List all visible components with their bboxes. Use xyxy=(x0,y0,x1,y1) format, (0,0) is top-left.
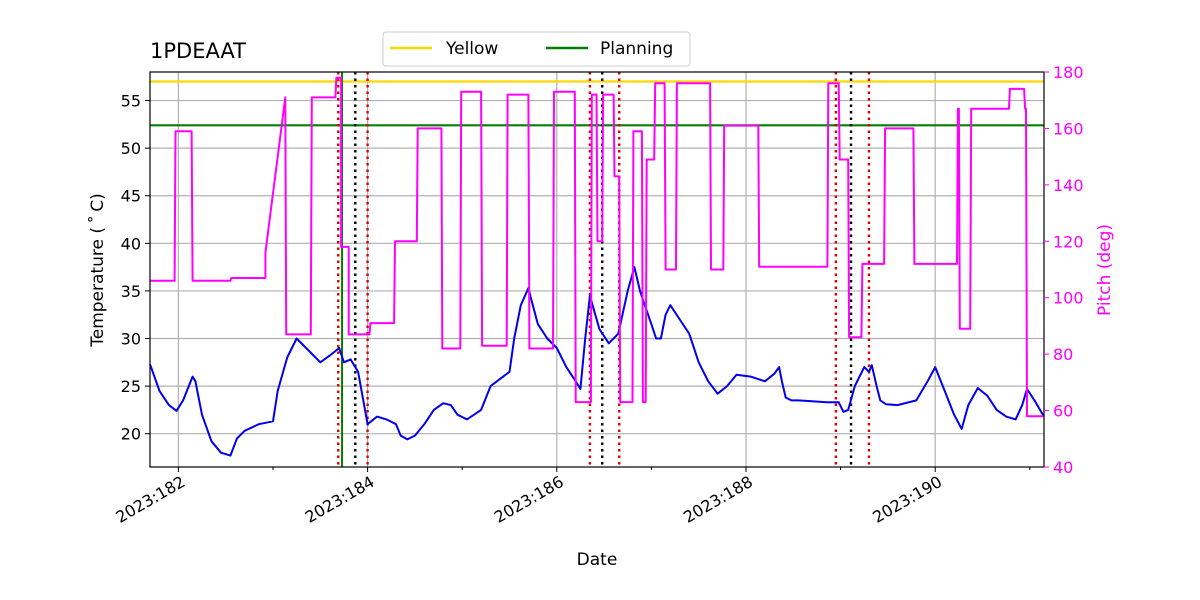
y2-axis-label: Pitch (deg) xyxy=(1095,224,1115,316)
y-tick-label: 55 xyxy=(121,92,141,111)
temperature-series-line xyxy=(149,266,1045,457)
y-axis-label: Temperature ( ˚ C) xyxy=(87,193,108,348)
y-tick-label: 50 xyxy=(121,139,141,158)
y2-tick-label: 60 xyxy=(1053,402,1073,421)
y-tick-label: 20 xyxy=(121,425,141,444)
legend-box xyxy=(382,31,691,67)
y2-tick-label: 40 xyxy=(1053,458,1073,477)
chart-title: 1PDEAAT xyxy=(150,39,246,63)
y2-tick-label: 120 xyxy=(1053,232,1084,251)
y-tick-label: 25 xyxy=(121,377,141,396)
event-markers xyxy=(337,72,871,467)
y-tick-label: 45 xyxy=(121,187,141,206)
legend-planning-label: Planning xyxy=(600,39,673,59)
y-tick-label: 30 xyxy=(121,330,141,349)
plot-frame xyxy=(149,71,1045,468)
y-tick-label: 40 xyxy=(121,234,141,253)
pitch-series-line xyxy=(150,76,1044,418)
legend: Yellow Planning xyxy=(382,31,691,67)
legend-yellow-label: Yellow xyxy=(445,39,498,59)
y2-tick-label: 160 xyxy=(1053,119,1084,138)
y-tick-label: 35 xyxy=(121,282,141,301)
data-series xyxy=(149,76,1045,457)
y2-tick-label: 100 xyxy=(1053,289,1084,308)
y2-tick-label: 140 xyxy=(1053,176,1084,195)
x-axis-label: Date xyxy=(577,550,618,570)
y2-tick-label: 80 xyxy=(1053,345,1073,364)
y2-tick-label: 180 xyxy=(1053,63,1084,82)
